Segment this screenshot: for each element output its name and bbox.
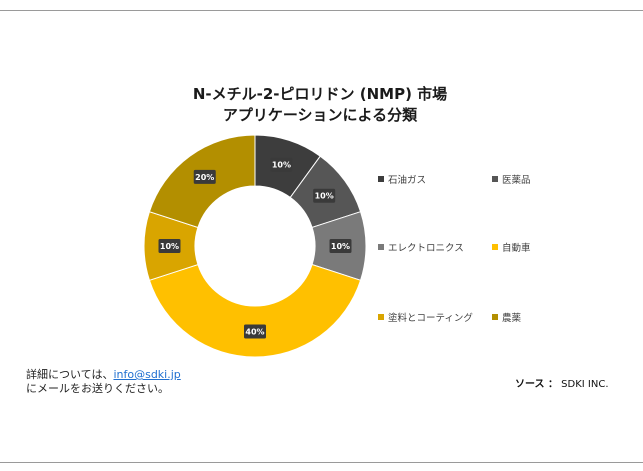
legend-item-oil-gas: 石油ガス: [378, 172, 426, 186]
chart-title-line2: アプリケーションによる分類: [222, 106, 418, 124]
legend-item-electronics: エレクトロニクス: [378, 240, 464, 254]
data-label-text: 40%: [245, 328, 264, 337]
data-label-text: 10%: [272, 161, 291, 170]
data-label-box: [329, 239, 352, 253]
data-label-text: 10%: [160, 242, 179, 251]
legend-swatch: [492, 244, 498, 250]
legend-label: 農薬: [502, 313, 522, 324]
legend-label: 医薬品: [502, 175, 531, 186]
chart-legend: 石油ガス 医薬品 エレクトロニクス 自動車 塗料とコーティング 農薬: [378, 168, 618, 328]
source-label: ソース ：: [515, 379, 558, 390]
chart-title-line1: N-メチル-2-ピロリドン (NMP) 市場: [192, 85, 448, 103]
legend-item-automotive: 自動車: [492, 240, 531, 254]
legend-label: 石油ガス: [388, 175, 427, 186]
data-label: 10%: [329, 239, 352, 253]
data-label: 10%: [270, 157, 293, 172]
donut-slice: [148, 263, 362, 358]
legend-swatch: [378, 176, 384, 182]
legend-item-paints-coatings: 塗料とコーティング: [378, 310, 473, 324]
data-label: 40%: [244, 324, 266, 339]
data-label: 20%: [193, 169, 216, 184]
data-label-text: 10%: [331, 242, 350, 251]
data-label-box: [193, 169, 216, 184]
legend-label: 塗料とコーティング: [388, 313, 473, 324]
data-label-box: [244, 324, 266, 339]
bottom-divider: [0, 462, 643, 463]
data-label: 10%: [313, 188, 336, 203]
data-label-box: [313, 188, 336, 203]
contact-prefix: 詳細については、: [26, 368, 114, 381]
top-divider: [0, 10, 643, 11]
legend-item-agrochemicals: 農薬: [492, 310, 521, 324]
source-credit: ソース ： SDKI INC.: [515, 375, 609, 390]
legend-label: エレクトロニクス: [388, 243, 464, 254]
contact-info: 詳細については、info@sdki.jp にメールをお送りください。: [26, 368, 181, 396]
legend-label: 自動車: [502, 243, 531, 254]
data-label-text: 10%: [315, 192, 334, 201]
data-label-box: [270, 157, 293, 172]
legend-swatch: [378, 244, 384, 250]
legend-swatch: [492, 176, 498, 182]
legend-swatch: [378, 314, 384, 320]
data-label-text: 20%: [195, 173, 214, 182]
data-label: 10%: [158, 239, 181, 253]
legend-swatch: [492, 314, 498, 320]
legend-item-pharma: 医薬品: [492, 172, 531, 186]
contact-line2: にメールをお送りください。: [26, 382, 169, 395]
contact-email-link[interactable]: info@sdki.jp: [113, 368, 181, 381]
data-label-box: [158, 239, 181, 253]
chart-title: N-メチル-2-ピロリドン (NMP) 市場 アプリケーションによる分類: [120, 84, 520, 126]
source-value: SDKI INC.: [561, 379, 609, 390]
